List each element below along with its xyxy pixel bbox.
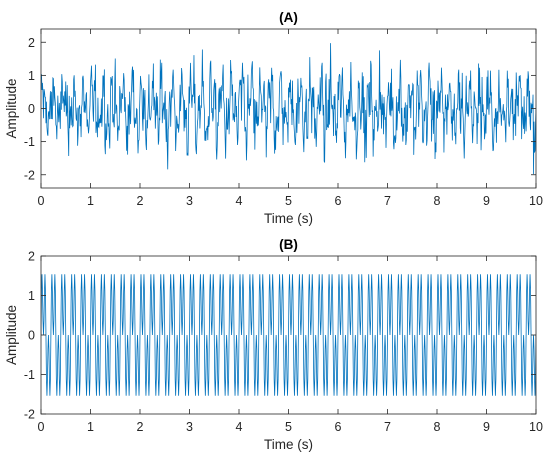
y-tick-label: 2 [28,36,35,50]
x-tick-label: 2 [137,420,144,434]
panel-b: 0 1 2 3 4 5 6 7 8 9 10 -2 -1 0 1 2 (B) Time (s) Amplitude [4,237,543,452]
x-tick-label: 5 [285,194,292,208]
y-tick-label: -2 [24,408,35,422]
chart-title: (A) [279,10,298,25]
y-tick-label: -2 [24,168,35,182]
chart-title: (B) [279,237,298,252]
x-axis-label: Time (s) [264,211,313,226]
series-line [41,43,536,175]
y-axis-label: Amplitude [4,305,19,365]
x-tick-label: 1 [87,194,94,208]
panel-a: 0 1 2 3 4 5 6 7 8 9 10 -2 -1 0 1 2 (A) Time (s) Amplitude [4,10,543,226]
y-tick-label: 0 [28,102,35,116]
x-tick-label: 8 [434,194,441,208]
series-line [41,274,536,396]
x-tick-label: 5 [285,420,292,434]
x-tick-label: 6 [335,194,342,208]
x-tick-label: 7 [384,420,391,434]
x-tick-label: 7 [384,194,391,208]
x-tick-label: 3 [186,420,193,434]
y-tick-label: -1 [24,368,35,382]
x-tick-label: 6 [335,420,342,434]
y-tick-label: 2 [28,250,35,264]
x-tick-label: 10 [529,194,543,208]
x-axis-label: Time (s) [264,437,313,452]
x-tick-label: 2 [137,194,144,208]
x-tick-label: 9 [483,194,490,208]
x-tick-label: 9 [483,420,490,434]
x-tick-label: 0 [38,194,45,208]
x-tick-label: 4 [236,194,243,208]
x-tick-label: 10 [529,420,543,434]
y-tick-label: 1 [28,69,35,83]
x-tick-label: 0 [38,420,45,434]
y-axis-label: Amplitude [4,78,19,138]
x-tick-label: 3 [186,194,193,208]
x-tick-label: 8 [434,420,441,434]
y-tick-label: 1 [28,289,35,303]
y-tick-label: -1 [24,135,35,149]
x-tick-label: 4 [236,420,243,434]
x-tick-label: 1 [87,420,94,434]
y-tick-label: 0 [28,329,35,343]
